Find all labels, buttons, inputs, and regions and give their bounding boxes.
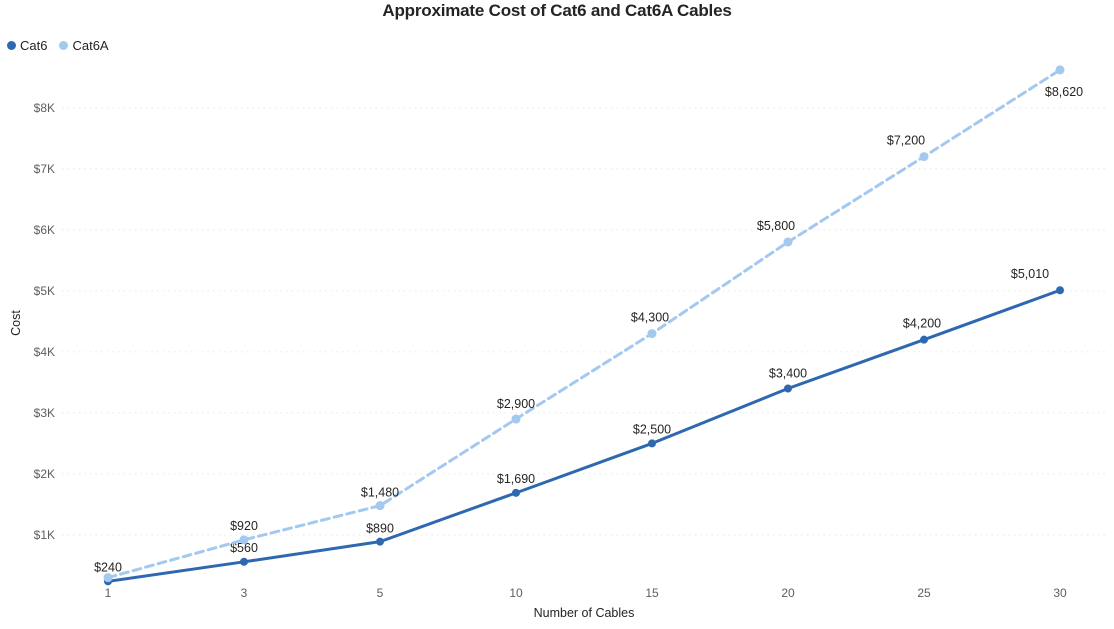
data-point-cat6a[interactable]	[919, 152, 929, 162]
data-label-cat6a: $4,300	[631, 311, 669, 325]
series-line-cat6	[106, 288, 1062, 583]
data-point-cat6a[interactable]	[511, 414, 521, 424]
y-tick-label: $2K	[34, 467, 55, 481]
legend-item-cat6[interactable]: Cat6	[7, 38, 47, 53]
y-tick-label: $7K	[34, 162, 55, 176]
data-label-cat6: $3,400	[769, 366, 807, 380]
y-tick-label: $1K	[34, 528, 55, 542]
data-point-cat6a[interactable]	[1055, 65, 1065, 75]
x-tick-label: 3	[241, 586, 248, 600]
legend-swatch-cat6-icon	[7, 41, 16, 50]
y-tick-label: $8K	[34, 101, 55, 115]
data-point-cat6[interactable]	[1056, 286, 1064, 295]
y-tick-label: $5K	[34, 284, 55, 298]
data-label-cat6: $240	[94, 560, 122, 574]
data-point-cat6a[interactable]	[239, 535, 249, 545]
chart-title: Approximate Cost of Cat6 and Cat6A Cable…	[382, 1, 732, 20]
data-label-cat6a: $920	[230, 519, 258, 533]
data-point-cat6[interactable]	[376, 537, 384, 546]
data-label-cat6a: $1,480	[361, 486, 399, 500]
legend-label-cat6a: Cat6A	[72, 38, 109, 53]
data-label-cat6: $4,200	[903, 317, 941, 331]
x-tick-label: 5	[377, 586, 384, 600]
y-tick-label: $4K	[34, 345, 55, 359]
y-axis-title: Cost	[9, 310, 23, 336]
data-label-cat6a: $8,620	[1045, 85, 1083, 99]
legend-label-cat6: Cat6	[20, 38, 48, 53]
data-label-cat6: $1,690	[497, 472, 535, 486]
data-label-cat6a: $2,900	[497, 397, 535, 411]
series-line-cat6a	[106, 68, 1062, 580]
x-tick-label: 25	[917, 586, 931, 600]
data-label-cat6: $560	[230, 541, 258, 555]
data-label-cat6: $2,500	[633, 422, 671, 436]
y-tick-label: $3K	[34, 406, 55, 420]
data-point-cat6a[interactable]	[783, 237, 793, 247]
x-tick-label: 10	[509, 586, 523, 600]
legend: Cat6 Cat6A	[7, 38, 109, 53]
x-tick-label: 15	[645, 586, 659, 600]
data-point-cat6[interactable]	[512, 488, 520, 497]
data-label-cat6a: $5,800	[757, 219, 795, 233]
data-point-cat6[interactable]	[648, 439, 656, 448]
data-point-cat6a[interactable]	[647, 329, 657, 339]
data-label-cat6: $5,010	[1011, 267, 1049, 281]
x-axis-title: Number of Cables	[533, 606, 635, 620]
data-point-cat6[interactable]	[920, 335, 928, 344]
data-point-cat6[interactable]	[240, 557, 248, 566]
data-point-cat6a[interactable]	[103, 573, 113, 583]
data-label-cat6a: $7,200	[887, 134, 925, 148]
x-tick-label: 20	[781, 586, 795, 600]
data-point-cat6[interactable]	[784, 384, 792, 393]
legend-item-cat6a[interactable]: Cat6A	[59, 38, 109, 53]
x-tick-label: 30	[1053, 586, 1067, 600]
y-tick-label: $6K	[34, 223, 55, 237]
legend-swatch-cat6a-icon	[59, 41, 69, 50]
data-label-cat6: $890	[366, 522, 394, 536]
x-tick-label: 1	[105, 586, 112, 600]
data-point-cat6a[interactable]	[375, 501, 385, 511]
